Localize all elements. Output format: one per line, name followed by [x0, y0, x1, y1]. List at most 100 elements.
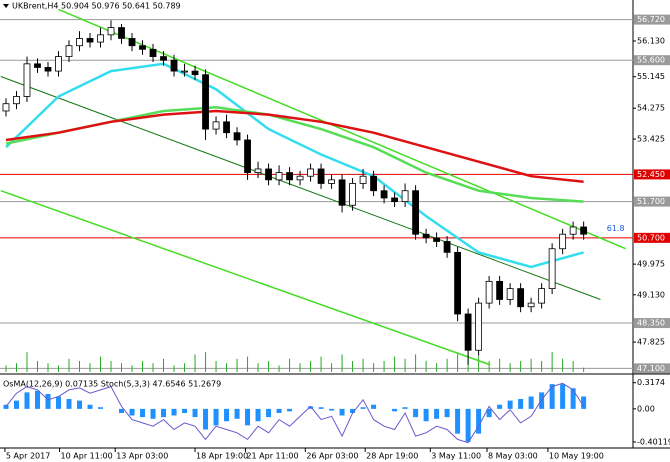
osma-bar — [234, 408, 240, 419]
candle-body — [443, 241, 451, 253]
candle-body — [328, 179, 335, 184]
candle-body — [55, 56, 62, 72]
level-label: 47.100 — [637, 364, 665, 373]
osma-bar — [87, 404, 93, 409]
candle-body — [464, 313, 472, 351]
y-tick-label: 49.975 — [637, 260, 665, 269]
annotation: 61.8 — [607, 224, 625, 233]
indicator-tick-label: 0.3174 — [637, 378, 665, 387]
candle-body — [370, 175, 377, 192]
x-tick-label: 26 Apr 03:00 — [306, 452, 358, 461]
osma-bar — [56, 396, 62, 409]
x-tick-label: 13 Apr 03:00 — [116, 452, 168, 461]
candle-body — [317, 168, 325, 184]
candle-body — [76, 38, 83, 47]
osma-bar — [13, 400, 19, 409]
candle-body — [128, 38, 136, 47]
level-label-box — [634, 232, 670, 243]
osma-bar — [444, 408, 450, 418]
candle-body — [307, 168, 314, 177]
osma-bar — [245, 408, 251, 426]
candle-body — [349, 183, 356, 206]
indicator-title: OsMA(12,26,9) 0.07135 Stoch(5,3,3) 47.65… — [3, 380, 221, 389]
candle-body — [496, 280, 504, 300]
candle-body — [265, 168, 272, 181]
osma-bar — [192, 408, 198, 418]
candle-body — [181, 70, 188, 73]
candle-body — [275, 172, 283, 181]
osma-bar — [350, 408, 356, 413]
candle-body — [86, 38, 94, 43]
candle-body — [401, 190, 409, 203]
candle-body — [569, 226, 577, 235]
candle-body — [517, 288, 525, 308]
level-label: 56.720 — [637, 15, 665, 24]
candle-body — [139, 45, 146, 50]
candle-body — [506, 288, 514, 300]
candle-body — [286, 172, 293, 181]
osma-bar — [497, 404, 503, 409]
osma-bar — [34, 390, 40, 409]
candle-body — [233, 132, 241, 141]
candle-body — [559, 233, 567, 250]
candle-body — [454, 251, 462, 315]
candle-body — [338, 179, 346, 206]
candle-body — [23, 63, 31, 97]
osma-bar — [98, 407, 104, 409]
osma-bar — [161, 408, 167, 418]
candle-body — [548, 248, 556, 290]
candle-body — [527, 302, 535, 308]
osma-bar — [150, 408, 156, 419]
osma-bar — [423, 408, 429, 422]
candle-body — [538, 288, 546, 304]
candle-body — [160, 56, 167, 61]
x-tick-label: 5 Apr 2017 — [6, 452, 50, 461]
candle-body — [65, 45, 73, 57]
osma-bar — [45, 394, 51, 409]
osma-bar — [255, 408, 261, 422]
trendline — [0, 76, 601, 300]
chart-title: UKBrent,H4 50.904 50.976 50.641 50.789 — [12, 2, 181, 11]
osma-bar — [455, 408, 461, 434]
level-label-box — [634, 318, 670, 329]
candle-body — [149, 48, 157, 57]
osma-bar — [465, 408, 471, 442]
osma-bar — [518, 398, 524, 409]
indicator-tick-label: 0.00 — [637, 404, 655, 413]
candle-body — [107, 27, 115, 36]
osma-bar — [560, 384, 566, 409]
candle-body — [475, 302, 483, 351]
osma-bar — [308, 406, 314, 409]
candle-body — [391, 197, 398, 203]
osma-bar — [119, 408, 125, 413]
x-tick-label: 28 Apr 19:00 — [366, 452, 418, 461]
candle-body — [380, 190, 388, 199]
y-tick-label: 54.275 — [637, 104, 665, 113]
osma-bar — [3, 404, 9, 409]
osma-bar — [318, 407, 324, 409]
osma-bar — [486, 408, 492, 418]
osma-bar — [570, 388, 576, 409]
osma-bar — [339, 408, 345, 416]
level-label: 48.350 — [637, 319, 665, 328]
y-tick-label: 55.145 — [637, 72, 665, 81]
candle-body — [13, 96, 20, 105]
candle-body — [191, 70, 199, 76]
osma-bar — [371, 404, 377, 409]
candle-body — [118, 27, 125, 39]
stoch-line — [5, 382, 585, 444]
osma-bar — [276, 408, 282, 413]
osma-bar — [203, 408, 209, 430]
x-tick-label: 10 Apr 11:00 — [61, 452, 113, 461]
osma-bar — [24, 392, 30, 409]
level-label-box — [634, 363, 670, 374]
candle-body — [34, 63, 41, 68]
osma-bar — [476, 408, 482, 434]
x-tick-label: 10 May 19:00 — [549, 452, 604, 461]
osma-bar — [329, 408, 335, 411]
moving-average — [5, 62, 584, 269]
osma-bar — [413, 408, 419, 418]
osma-bar — [266, 408, 272, 418]
y-tick-label: 47.825 — [637, 338, 665, 347]
